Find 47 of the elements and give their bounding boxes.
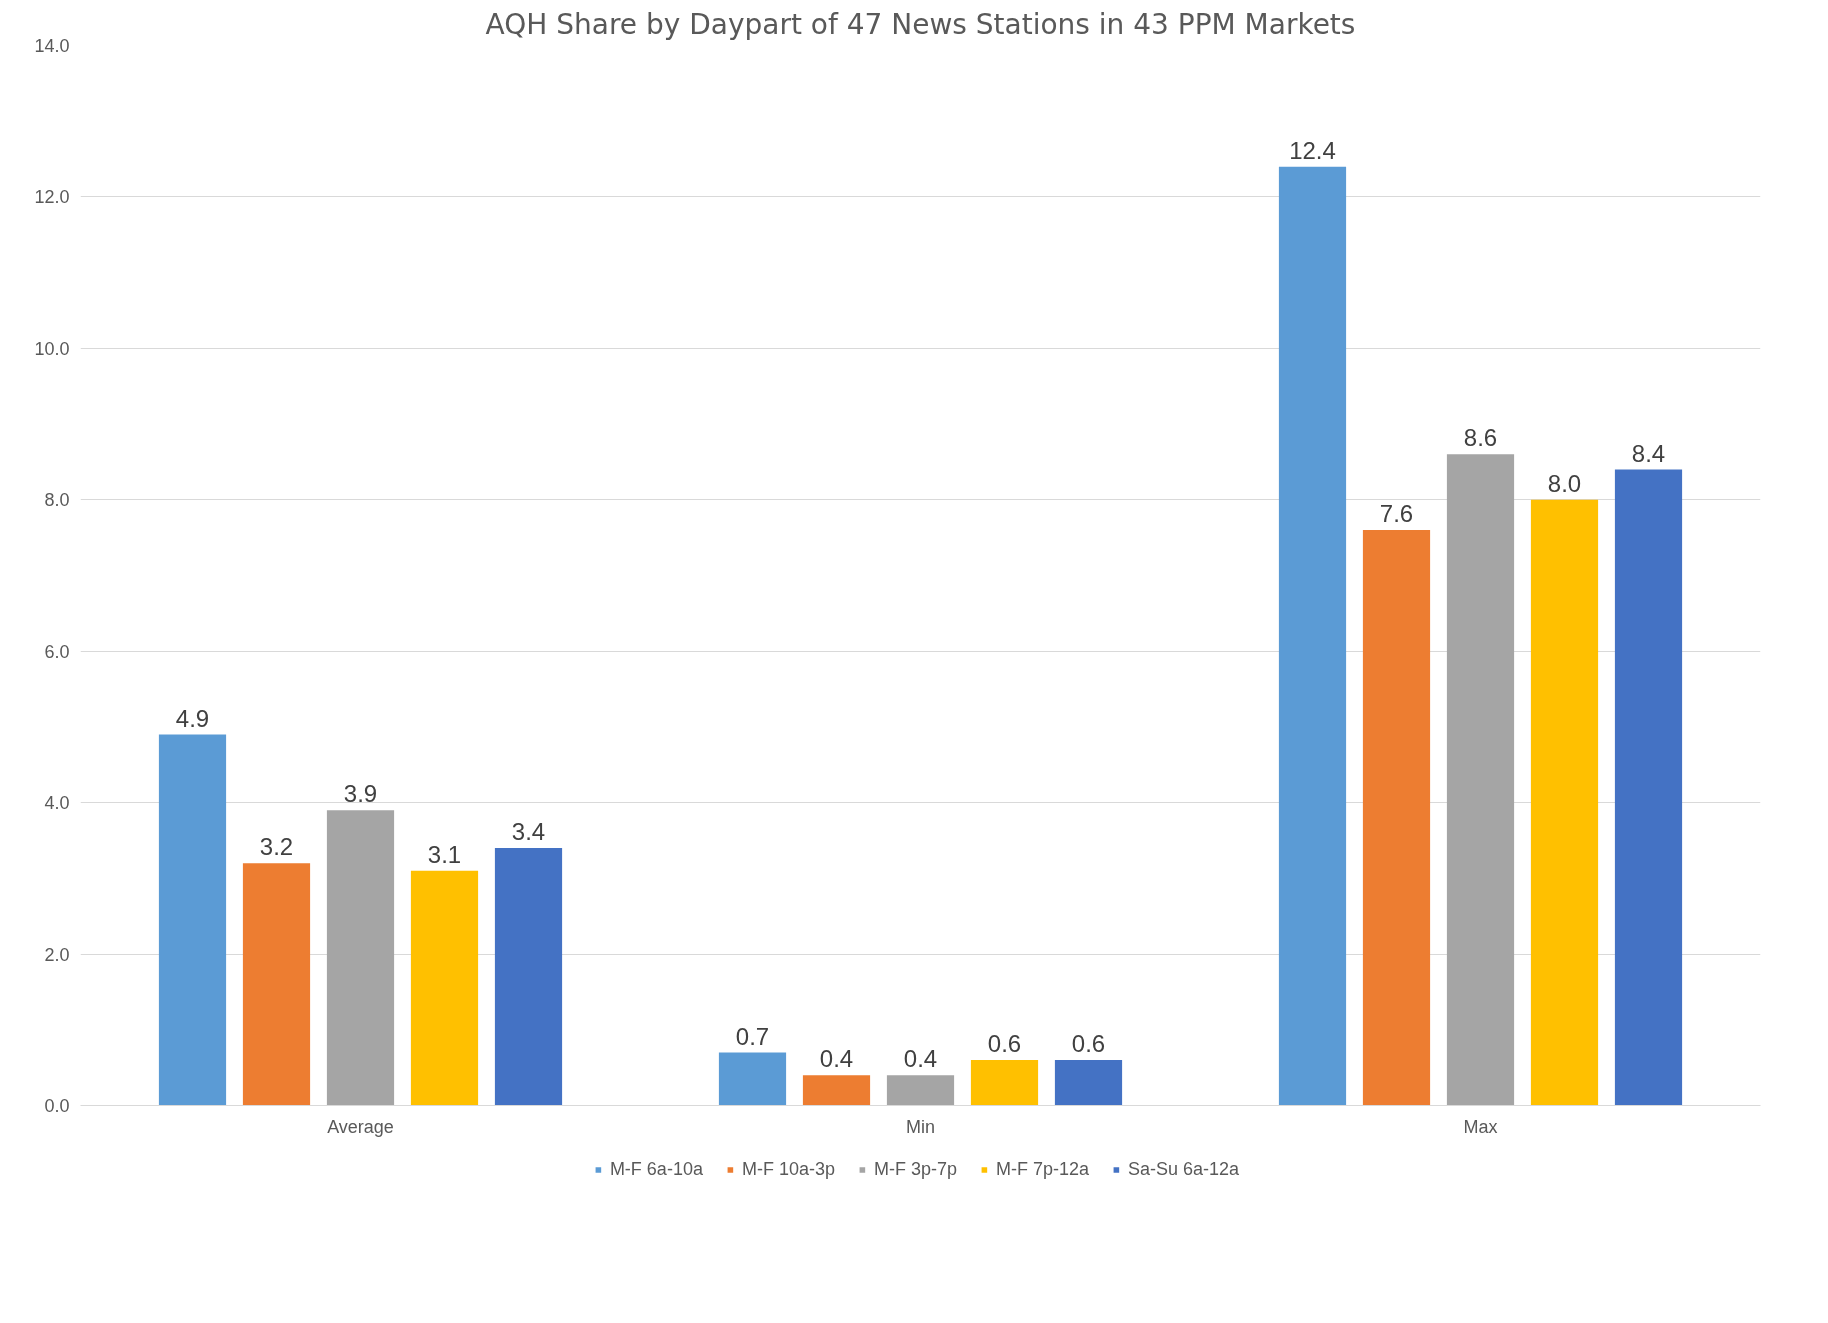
y-tick-label: 12.0 xyxy=(34,187,70,208)
y-tick-label: 14.0 xyxy=(34,36,70,56)
bar xyxy=(1362,530,1431,1106)
bar xyxy=(410,870,479,1106)
y-tick-label: 8.0 xyxy=(44,490,70,511)
bar xyxy=(718,1052,787,1106)
data-label: 0.6 xyxy=(1071,1030,1106,1058)
bar xyxy=(1530,499,1599,1106)
data-label: 3.1 xyxy=(427,840,462,868)
data-label: 7.6 xyxy=(1379,500,1414,528)
bar xyxy=(886,1075,955,1106)
bar xyxy=(1614,469,1683,1106)
bar xyxy=(1446,454,1515,1106)
chart-title: AQH Share by Daypart of 47 News Stations in 43 PPM Markets xyxy=(485,7,1356,41)
y-tick-label: 10.0 xyxy=(34,338,70,359)
bar xyxy=(1278,166,1347,1106)
bar xyxy=(326,810,395,1106)
data-label: 8.4 xyxy=(1631,439,1666,467)
bar xyxy=(1054,1060,1123,1106)
data-label: 0.6 xyxy=(987,1030,1022,1058)
y-tick-label: 2.0 xyxy=(44,944,70,965)
x-tick-label: Max xyxy=(1463,1116,1498,1137)
data-label: 8.0 xyxy=(1547,469,1582,497)
bar xyxy=(802,1075,871,1106)
x-tick-label: Min xyxy=(906,1116,936,1137)
data-label: 0.4 xyxy=(819,1045,854,1073)
legend-label: M-F 6a-10a xyxy=(609,1158,703,1180)
bar xyxy=(158,734,227,1106)
legend-label: Sa-Su 6a-12a xyxy=(1128,1158,1240,1180)
data-label: 0.4 xyxy=(903,1045,938,1073)
data-label: 3.4 xyxy=(511,818,546,846)
data-label: 3.2 xyxy=(259,833,294,861)
legend-label: M-F 3p-7p xyxy=(873,1158,957,1180)
data-label: 12.4 xyxy=(1289,136,1336,164)
x-tick-label: Average xyxy=(327,1116,394,1137)
legend-label: M-F 10a-3p xyxy=(741,1158,835,1180)
data-label: 4.9 xyxy=(175,704,210,732)
bar xyxy=(970,1060,1039,1106)
data-label: 8.6 xyxy=(1463,424,1498,452)
data-label: 3.9 xyxy=(343,780,378,808)
y-tick-label: 6.0 xyxy=(44,641,70,662)
bar xyxy=(242,863,311,1106)
y-tick-label: 0.0 xyxy=(44,1096,70,1116)
legend-label: M-F 7p-12a xyxy=(996,1158,1090,1180)
bar xyxy=(494,848,563,1106)
y-tick-label: 4.0 xyxy=(44,793,70,814)
data-label: 0.7 xyxy=(735,1022,770,1050)
